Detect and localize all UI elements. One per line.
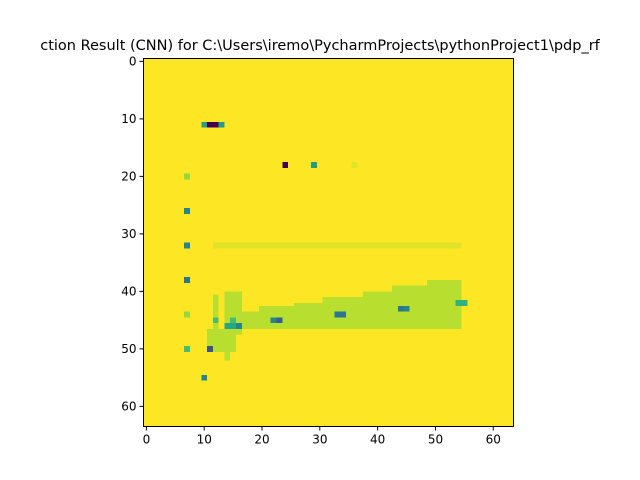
y-tick-label: 60: [121, 399, 136, 413]
heatmap-cell: [183, 173, 190, 180]
heatmap-cell: [212, 121, 219, 128]
heatmap-cell: [236, 323, 242, 329]
heatmap-cell: [340, 311, 346, 318]
x-tick-label: 60: [486, 433, 501, 447]
heatmap-cell: [224, 323, 231, 329]
x-tick-label: 0: [143, 433, 151, 447]
heatmap-region: [212, 242, 462, 249]
heatmap-cell: [218, 121, 225, 128]
plot-frame: [143, 58, 514, 427]
heatmap-region: [293, 302, 323, 329]
heatmap-cell: [207, 346, 213, 352]
heatmap-cell: [276, 317, 283, 323]
chart-title: ction Result (CNN) for C:\Users\iremo\Py…: [40, 38, 600, 54]
heatmap-cell: [212, 317, 219, 323]
heatmap-region: [224, 346, 231, 361]
y-tick-label: 0: [129, 54, 137, 68]
heatmap-cell: [230, 323, 236, 329]
heatmap-cell: [201, 374, 208, 381]
heatmap-cell: [201, 121, 208, 128]
heatmap-cell: [455, 300, 462, 306]
heatmap-cell: [207, 121, 213, 128]
heatmap-cell: [270, 317, 277, 323]
heatmap-cell: [230, 317, 236, 323]
heatmap-cell: [183, 311, 190, 318]
y-tick-label: 40: [121, 284, 136, 298]
x-tick-label: 40: [370, 433, 385, 447]
y-tick-label: 30: [121, 227, 136, 241]
x-tick-label: 10: [197, 433, 212, 447]
y-tick-label: 50: [121, 342, 136, 356]
heatmap-cell: [183, 242, 190, 249]
x-tick-label: 30: [312, 433, 327, 447]
heatmap-cell: [461, 300, 468, 306]
heatmap-cell: [311, 162, 317, 168]
x-axis: 0 10 20 30 40 50 60: [143, 426, 501, 447]
heatmap-region: [241, 311, 260, 329]
heatmap-cell: [183, 208, 190, 214]
heatmap-cell: [183, 346, 190, 352]
y-tick-label: 10: [121, 112, 136, 126]
y-tick-label: 20: [121, 169, 136, 183]
plot-area: [143, 58, 514, 427]
heatmap-cell: [334, 311, 341, 318]
heatmap-cell: [351, 162, 358, 168]
heatmap-cell: [397, 305, 404, 312]
heatmap-cell: [403, 305, 410, 312]
heatmap-region: [363, 291, 393, 329]
heatmap-cell: [183, 277, 190, 283]
x-tick-label: 50: [428, 433, 443, 447]
heatmap-cell: [282, 162, 289, 168]
x-tick-label: 20: [254, 433, 269, 447]
y-axis: 0 10 20 30 40 50 60: [121, 54, 144, 413]
heatmap-region: [212, 294, 219, 335]
